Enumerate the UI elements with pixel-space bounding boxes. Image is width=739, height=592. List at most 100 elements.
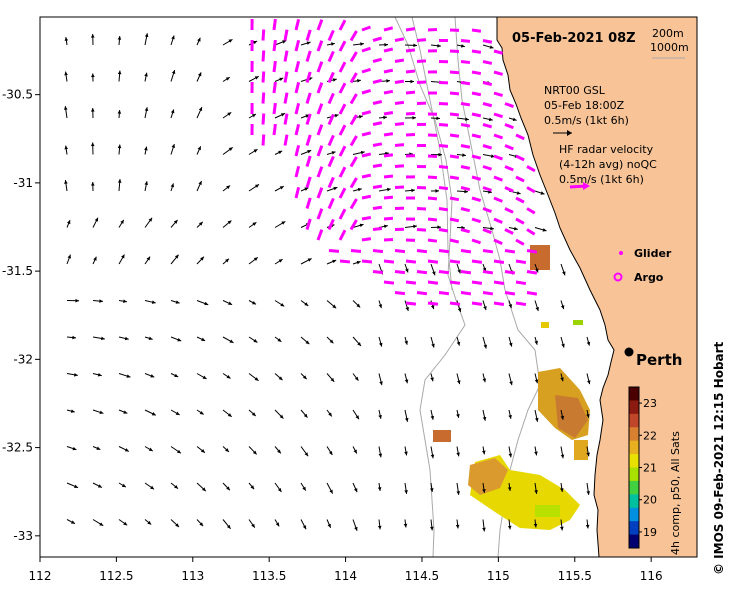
model-arrowhead <box>465 117 469 121</box>
model-arrowhead <box>560 305 565 310</box>
legend-model-arrowhead <box>567 130 572 136</box>
model-arrowhead <box>384 42 388 47</box>
radar-arrow <box>449 196 460 202</box>
model-arrowhead <box>404 451 408 456</box>
model-arrowhead <box>305 340 310 345</box>
model-arrowhead <box>255 184 260 188</box>
x-tick-label: 115.5 <box>558 569 592 583</box>
y-tick-label: -32 <box>13 352 33 366</box>
model-arrowhead <box>378 414 382 419</box>
model-arrowhead <box>490 226 494 231</box>
model-arrowhead <box>586 341 591 346</box>
model-arrowhead <box>176 449 181 454</box>
model-arrowhead <box>357 187 362 192</box>
radar-arrow <box>482 207 492 213</box>
model-arrowhead <box>306 41 311 45</box>
radar-arrow <box>526 186 536 194</box>
land-mass <box>496 17 697 557</box>
model-arrowhead <box>254 377 259 381</box>
model-arrowhead <box>411 188 415 193</box>
model-arrowhead <box>489 45 494 49</box>
radar-arrow <box>416 59 427 63</box>
model-arrowhead <box>177 337 182 342</box>
model-arrowhead <box>117 70 122 75</box>
radar-arrow <box>394 270 406 275</box>
model-arrowhead <box>227 220 232 225</box>
radar-arrow <box>372 142 383 147</box>
radar-arrow <box>316 145 324 157</box>
radar-arrow <box>493 238 503 246</box>
radar-arrow <box>305 113 312 125</box>
radar-arrow <box>361 131 372 137</box>
model-arrowhead <box>482 527 486 532</box>
radar-arrow <box>372 78 383 84</box>
model-arrowhead <box>123 299 127 303</box>
radar-arrow <box>361 67 372 74</box>
model-arrowhead <box>124 448 129 452</box>
radar-arrow <box>394 37 405 42</box>
radar-arrow <box>504 165 514 172</box>
radar-arrow <box>449 133 460 138</box>
model-arrowhead <box>329 339 334 344</box>
model-arrowhead <box>327 523 331 528</box>
model-arrowhead <box>148 447 153 452</box>
radar-arrow <box>416 249 428 254</box>
model-arrowhead <box>253 338 258 343</box>
radar-arrow <box>383 132 394 137</box>
radar-arrow <box>338 229 347 241</box>
radar-arrow <box>294 18 301 31</box>
model-arrowhead <box>560 454 565 459</box>
radar-arrow <box>372 121 383 126</box>
radar-arrow <box>305 134 312 146</box>
radar-arrow <box>327 113 335 126</box>
model-arrowhead <box>302 375 307 380</box>
radar-arrow <box>471 238 482 245</box>
radar-arrow <box>327 50 335 63</box>
model-arrowhead <box>462 153 466 157</box>
model-arrowhead <box>404 379 409 384</box>
radar-arrow <box>416 270 428 275</box>
model-arrowhead <box>386 79 390 83</box>
model-arrowhead <box>560 415 565 420</box>
model-arrowhead <box>354 526 358 531</box>
radar-arrow <box>316 124 324 136</box>
radar-arrow <box>438 270 450 275</box>
model-arrowhead <box>99 299 103 303</box>
model-arrowhead <box>66 220 71 225</box>
radar-arrow <box>372 57 383 63</box>
radar-arrow <box>449 91 460 96</box>
model-arrowhead <box>482 378 487 383</box>
radar-arrow <box>261 71 266 83</box>
radar-arrow <box>416 228 427 232</box>
model-arrowhead <box>534 451 538 456</box>
model-arrowhead <box>307 258 312 262</box>
legend-model-line1: NRT00 GSL <box>544 84 606 97</box>
radar-arrow <box>294 165 301 178</box>
radar-arrow <box>493 259 505 264</box>
sst-patch-offshore-warm <box>468 458 508 495</box>
model-arrowhead <box>281 221 286 225</box>
model-arrowhead <box>90 142 95 147</box>
model-arrowhead <box>197 72 202 77</box>
radar-arrow <box>338 82 347 94</box>
model-arrowhead <box>560 377 564 382</box>
y-tick-label: -31 <box>13 176 33 190</box>
radar-arrow <box>460 186 471 192</box>
model-arrowhead <box>253 40 258 45</box>
colorbar-segment <box>629 454 639 468</box>
radar-arrow <box>471 301 483 306</box>
sst-patch-greenish <box>535 505 560 517</box>
y-axis: -30.5 -31 -31.5 -32 -32.5 -33 <box>2 88 40 543</box>
model-arrowhead <box>74 372 78 377</box>
model-arrowhead <box>562 271 566 276</box>
model-arrowhead <box>330 377 335 382</box>
model-arrowhead <box>360 42 364 46</box>
model-arrowhead <box>334 113 339 118</box>
radar-arrow <box>526 165 536 173</box>
model-arrowhead <box>403 523 408 528</box>
radar-arrow <box>515 196 525 204</box>
radar-arrow <box>383 26 394 32</box>
radar-arrow <box>449 301 461 306</box>
model-arrowhead <box>354 376 359 381</box>
radar-arrow <box>316 229 324 241</box>
